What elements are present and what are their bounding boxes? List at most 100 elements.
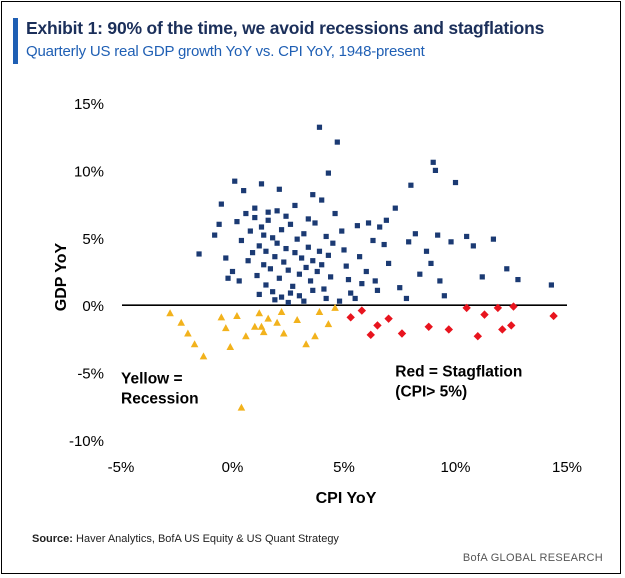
data-point-normal [339,228,345,234]
data-point-normal [310,192,316,198]
data-point-normal [274,208,280,214]
data-point-normal [238,237,245,244]
data-point-normal [352,295,358,302]
data-point-normal [270,235,276,241]
data-point-normal [448,239,454,245]
data-point-normal [245,258,251,264]
stagflation-annotation: (CPI> 5%) [395,384,467,401]
data-point-normal [323,295,329,302]
data-point-normal [301,231,307,237]
data-point-normal [504,266,510,272]
x-axis-label: CPI YoY [316,490,377,507]
data-point-stagflation [366,330,375,340]
data-point-normal [377,224,383,230]
data-point-recession [279,329,288,337]
data-point-normal [292,250,298,256]
data-point-stagflation [373,321,382,330]
data-point-stagflation [473,332,482,341]
data-point-normal [285,299,291,306]
data-point-normal [196,251,202,257]
data-point-stagflation [397,329,407,338]
data-point-normal [464,233,470,240]
data-point-normal [372,278,378,284]
x-tick-label: 5% [333,459,355,476]
x-tick-label: -5% [108,459,135,476]
stagflation-annotation: Red = Stagflation [395,364,522,381]
data-point-normal [212,232,218,238]
data-point-normal [417,271,423,277]
x-tick-label: 10% [440,459,470,476]
data-point-normal [314,268,320,275]
data-point-normal [354,223,360,229]
data-point-recession [166,309,174,317]
data-point-normal [330,240,336,246]
data-point-recession [259,328,268,336]
data-point-recession [251,322,259,330]
data-point-normal [490,236,497,242]
data-point-normal [334,139,340,145]
data-point-normal [321,286,327,292]
data-point-normal [374,287,381,293]
data-point-normal [241,188,247,194]
data-point-recession [237,403,246,411]
data-point-normal [263,248,269,254]
data-point-normal [386,260,392,267]
data-point-normal [325,252,331,258]
data-point-normal [236,278,242,284]
data-point-normal [303,264,309,271]
data-point-normal [263,282,269,288]
data-point-stagflation [549,311,558,321]
data-point-normal [423,248,430,254]
data-point-normal [287,290,294,296]
data-point-stagflation [462,303,471,313]
data-point-recession [257,322,266,330]
data-point-normal [283,213,289,219]
data-point-stagflation [346,313,355,322]
data-point-stagflation [509,302,518,311]
data-point-normal [548,282,554,288]
data-point-normal [363,268,369,275]
exhibit-subtitle: Quarterly US real GDP growth YoY vs. CPI… [26,43,425,60]
source-note: Source: Haver Analytics, BofA US Equity … [32,533,339,545]
data-point-normal [223,255,229,261]
y-tick-label: 10% [74,163,104,180]
data-point-normal [292,202,298,209]
data-point-recession [324,320,333,328]
data-point-recession [331,303,339,311]
data-point-normal [274,240,280,246]
data-point-normal [406,239,412,245]
data-point-normal [428,260,434,267]
recession-annotation: Yellow = [121,370,183,387]
data-point-normal [325,170,331,176]
data-point-normal [232,178,238,184]
data-point-recession [273,318,281,326]
data-point-recession [277,307,286,315]
data-point-normal [270,289,276,295]
data-point-stagflation [507,321,516,330]
data-point-recession [226,342,235,350]
data-point-normal [435,232,441,238]
data-point-normal [299,255,305,261]
data-point-normal [345,276,352,283]
exhibit-title: Exhibit 1: 90% of the time, we avoid rec… [26,18,545,38]
data-point-normal [301,298,307,304]
data-point-normal [341,247,347,253]
data-point-recession [255,309,264,317]
data-point-stagflation [357,306,367,315]
data-point-normal [316,124,323,130]
data-point-normal [452,179,459,186]
data-point-normal [252,205,258,211]
data-point-normal [272,254,278,260]
data-point-recession [184,329,192,337]
data-point-normal [319,262,325,268]
source-label: Source: [32,533,73,545]
data-point-normal [296,293,302,299]
data-point-normal [261,232,267,238]
data-point-normal [265,217,271,223]
data-point-normal [261,262,267,268]
data-point-normal [272,297,278,303]
data-point-normal [323,233,329,240]
y-tick-label: 5% [82,231,104,248]
source-text: Haver Analytics, BofA US Equity & US Qua… [76,533,339,545]
